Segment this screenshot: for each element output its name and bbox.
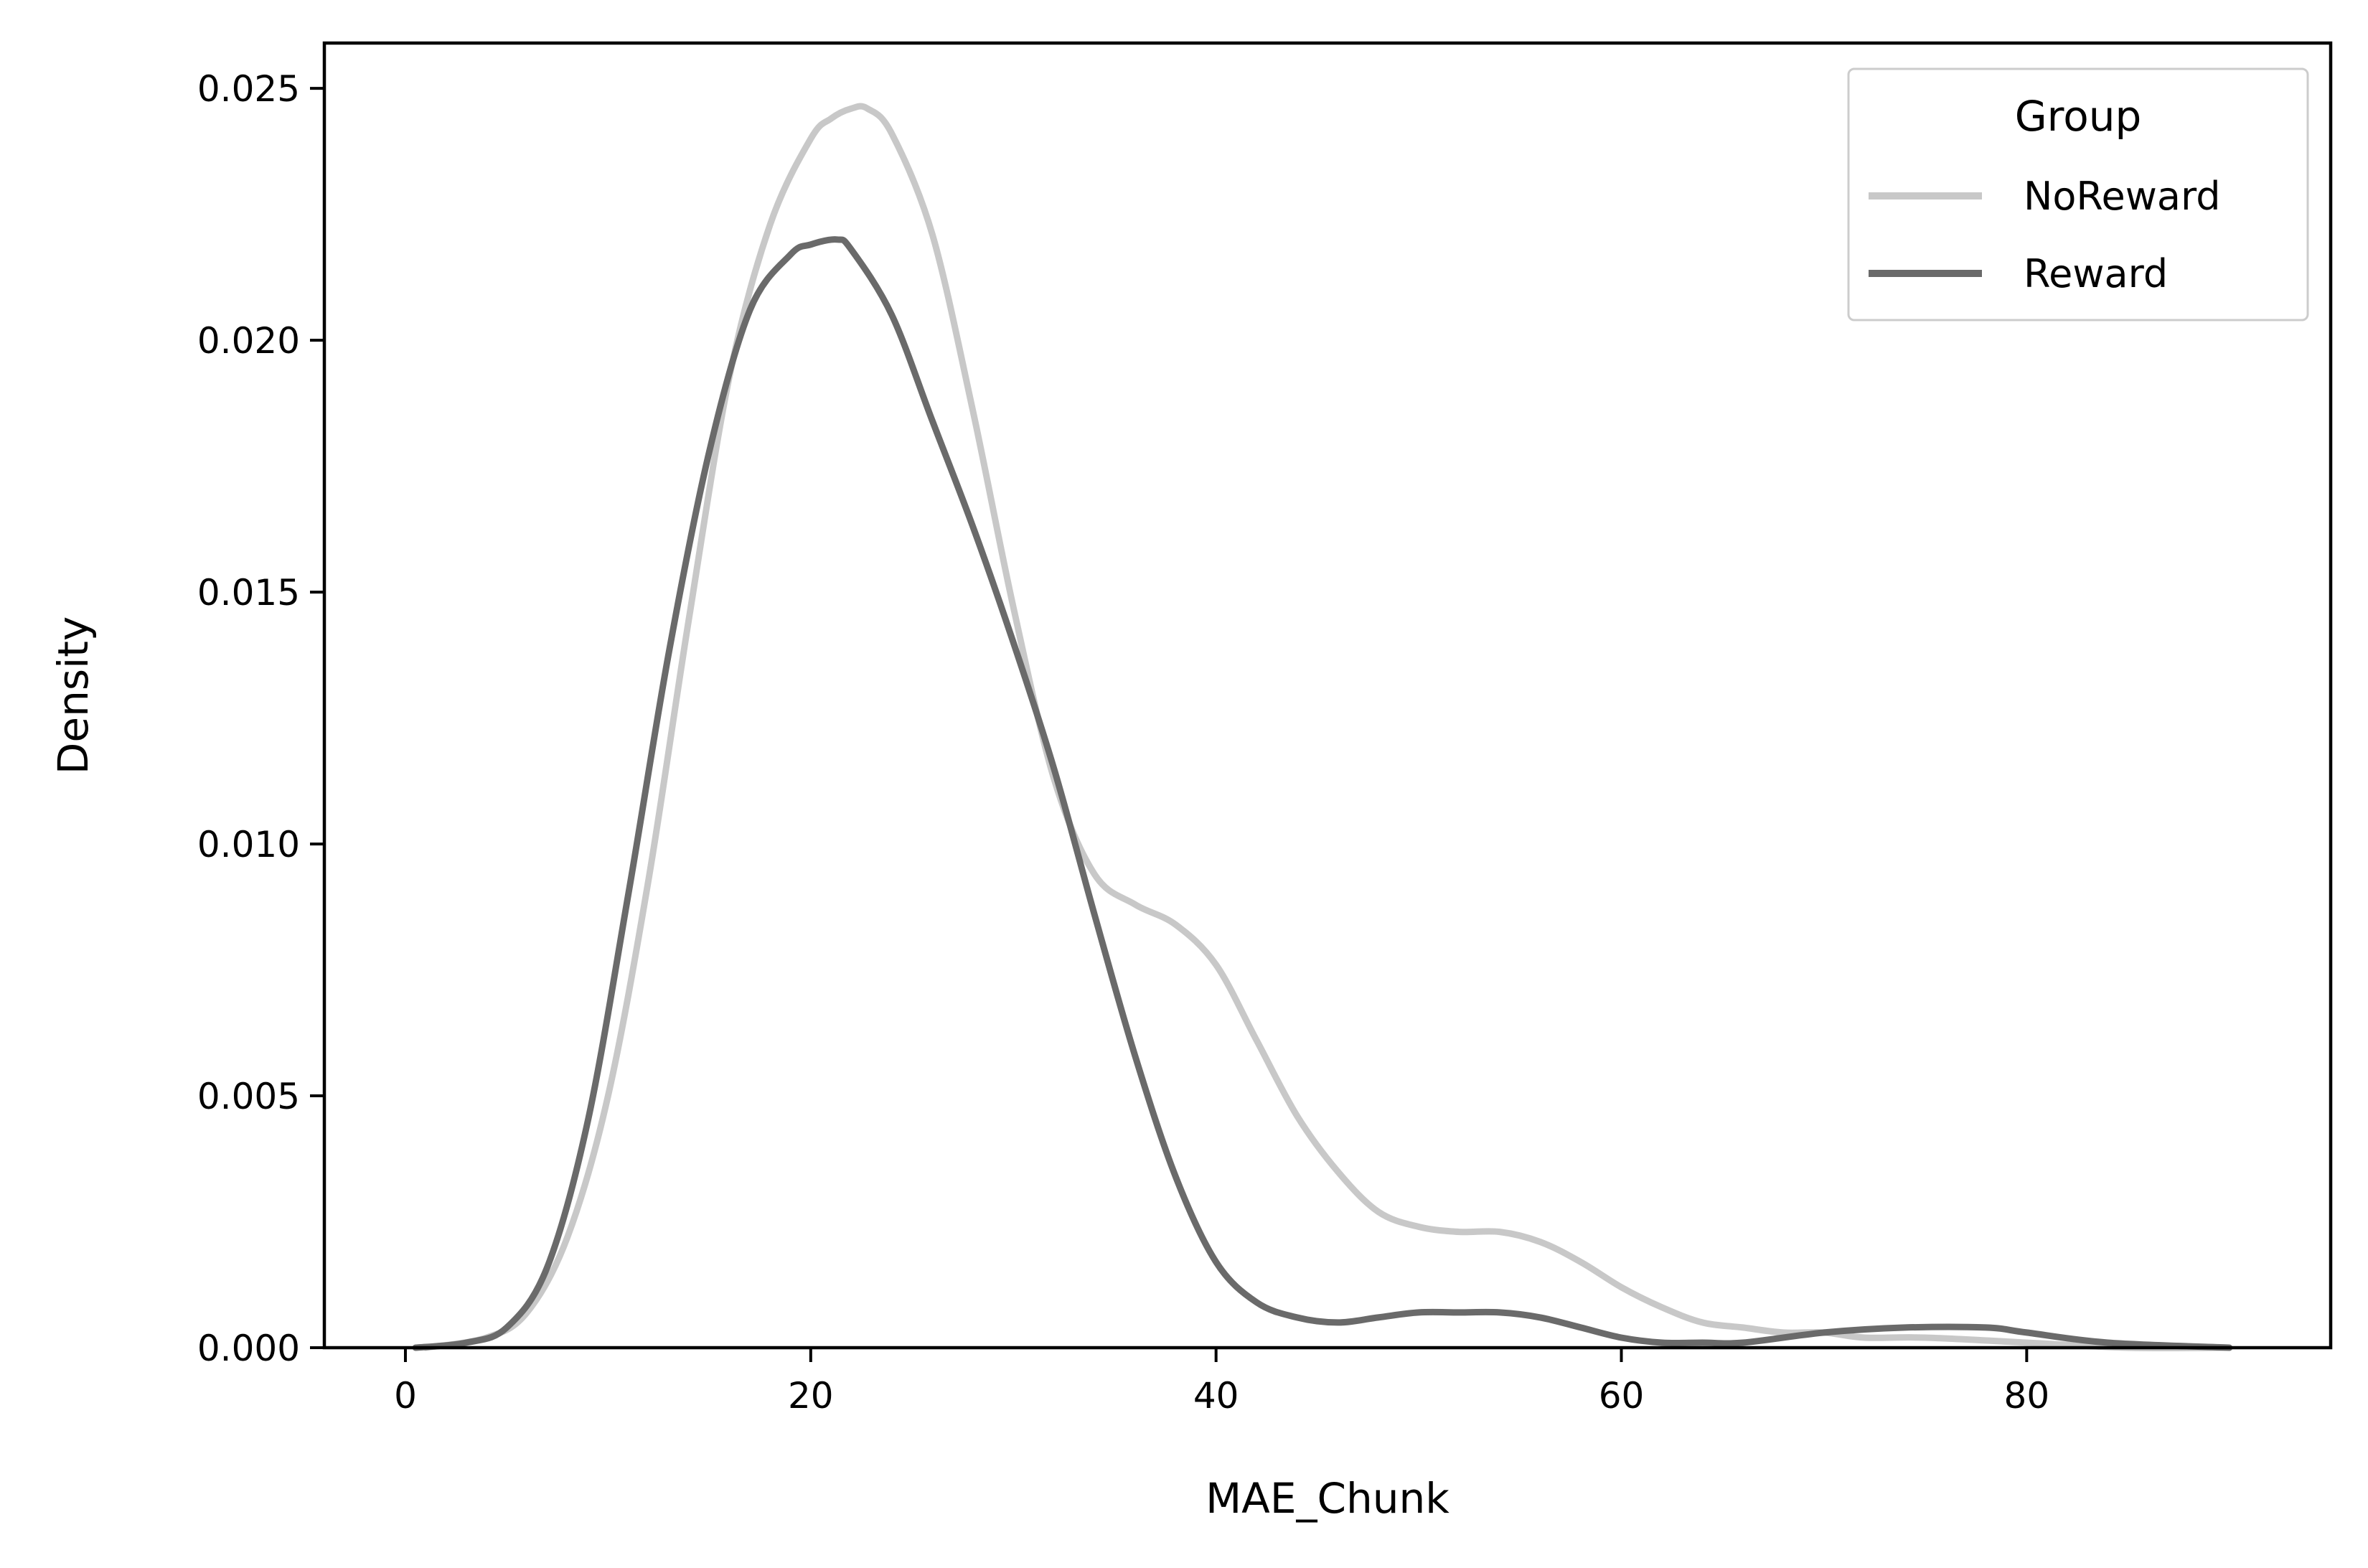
x-axis: 0 20 40 60 80 — [394, 1348, 2049, 1417]
x-tick-label: 80 — [2004, 1375, 2050, 1417]
legend-title: Group — [2015, 92, 2142, 141]
plot-frame — [322, 41, 2333, 1350]
x-tick-label: 60 — [1599, 1375, 1645, 1417]
y-tick-label: 0.020 — [197, 320, 300, 362]
y-axis: 0.000 0.005 0.010 0.015 0.020 0.025 — [197, 68, 324, 1369]
y-tick-label: 0.005 — [197, 1076, 300, 1117]
x-tick-label: 20 — [788, 1375, 834, 1417]
x-axis-title: MAE_Chunk — [1206, 1474, 1450, 1523]
y-tick-label: 0.015 — [197, 572, 300, 614]
x-tick-label: 40 — [1193, 1375, 1239, 1417]
legend-label-noreward: NoReward — [2024, 174, 2221, 219]
y-tick-label: 0.000 — [197, 1328, 300, 1369]
x-tick-label: 0 — [394, 1375, 417, 1417]
series-line-reward — [412, 236, 2233, 1351]
y-tick-label: 0.025 — [197, 68, 300, 110]
legend-label-reward: Reward — [2024, 251, 2168, 296]
legend: Group NoReward Reward — [1847, 67, 2309, 321]
y-tick-label: 0.010 — [197, 824, 300, 865]
legend-frame — [1847, 67, 2309, 321]
series-layer — [412, 103, 2233, 1352]
y-axis-title: Density — [49, 616, 98, 775]
legend-entries: NoReward Reward — [1869, 174, 2221, 296]
